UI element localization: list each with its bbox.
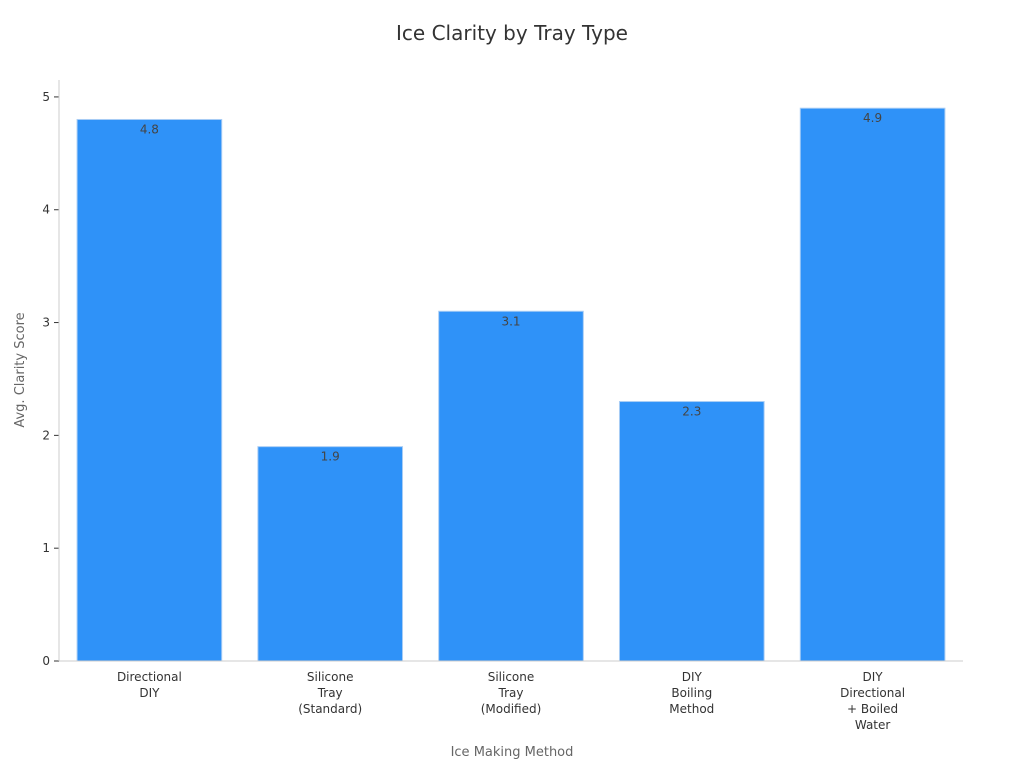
x-tick-label-line: Silicone bbox=[307, 670, 354, 684]
x-tick-label-line: Silicone bbox=[488, 670, 535, 684]
y-tick-label: 5 bbox=[42, 90, 50, 104]
x-tick-label-line: + Boiled bbox=[847, 702, 898, 716]
x-tick-label-line: (Standard) bbox=[298, 702, 362, 716]
bar-value-label: 1.9 bbox=[321, 450, 340, 464]
y-tick-label: 4 bbox=[42, 203, 50, 217]
bar bbox=[799, 107, 946, 662]
bar-value-label: 4.8 bbox=[140, 122, 159, 136]
bar-value-label: 2.3 bbox=[682, 405, 701, 419]
x-tick-label: Directional DIY bbox=[117, 670, 182, 700]
y-tick-label: 0 bbox=[42, 654, 50, 668]
chart-title: Ice Clarity by Tray Type bbox=[396, 21, 628, 45]
x-tick-label: DIY Boiling Method bbox=[669, 670, 714, 716]
x-tick-label-line: Tray bbox=[498, 686, 524, 700]
y-tick-label: 2 bbox=[42, 428, 50, 442]
x-tick-label-line: Tray bbox=[317, 686, 343, 700]
x-tick-label-line: (Modified) bbox=[481, 702, 542, 716]
x-tick-label-line: Boiling bbox=[671, 686, 712, 700]
x-tick-label: Silicone Tray (Modified) bbox=[481, 670, 542, 716]
y-axis-label: Avg. Clarity Score bbox=[13, 312, 28, 427]
y-tick-label: 3 bbox=[42, 316, 50, 330]
x-tick-label-line: DIY bbox=[682, 670, 703, 684]
x-tick-label-line: Method bbox=[669, 702, 714, 716]
x-tick-label-line: DIY bbox=[139, 686, 160, 700]
bar bbox=[257, 446, 404, 662]
x-tick-label-line: Water bbox=[855, 718, 891, 732]
bar bbox=[76, 118, 223, 662]
y-axis-ticks: 0 1 2 3 4 5 bbox=[42, 90, 59, 668]
bar-value-label: 3.1 bbox=[501, 314, 520, 328]
bar-value-label: 4.9 bbox=[863, 111, 882, 125]
x-tick-label-line: Directional bbox=[840, 686, 905, 700]
data-labels: 4.8 1.9 3.1 2.3 4.9 bbox=[140, 111, 882, 463]
x-tick-label: DIY Directional + Boiled Water bbox=[840, 670, 905, 732]
x-axis-label: Ice Making Method bbox=[451, 745, 574, 760]
bar bbox=[438, 310, 584, 662]
x-tick-label-line: Directional bbox=[117, 670, 182, 684]
x-tick-label: Silicone Tray (Standard) bbox=[298, 670, 362, 716]
bar bbox=[618, 401, 765, 662]
x-tick-label-line: DIY bbox=[863, 670, 884, 684]
y-tick-label: 1 bbox=[42, 541, 50, 555]
bars bbox=[76, 107, 946, 662]
